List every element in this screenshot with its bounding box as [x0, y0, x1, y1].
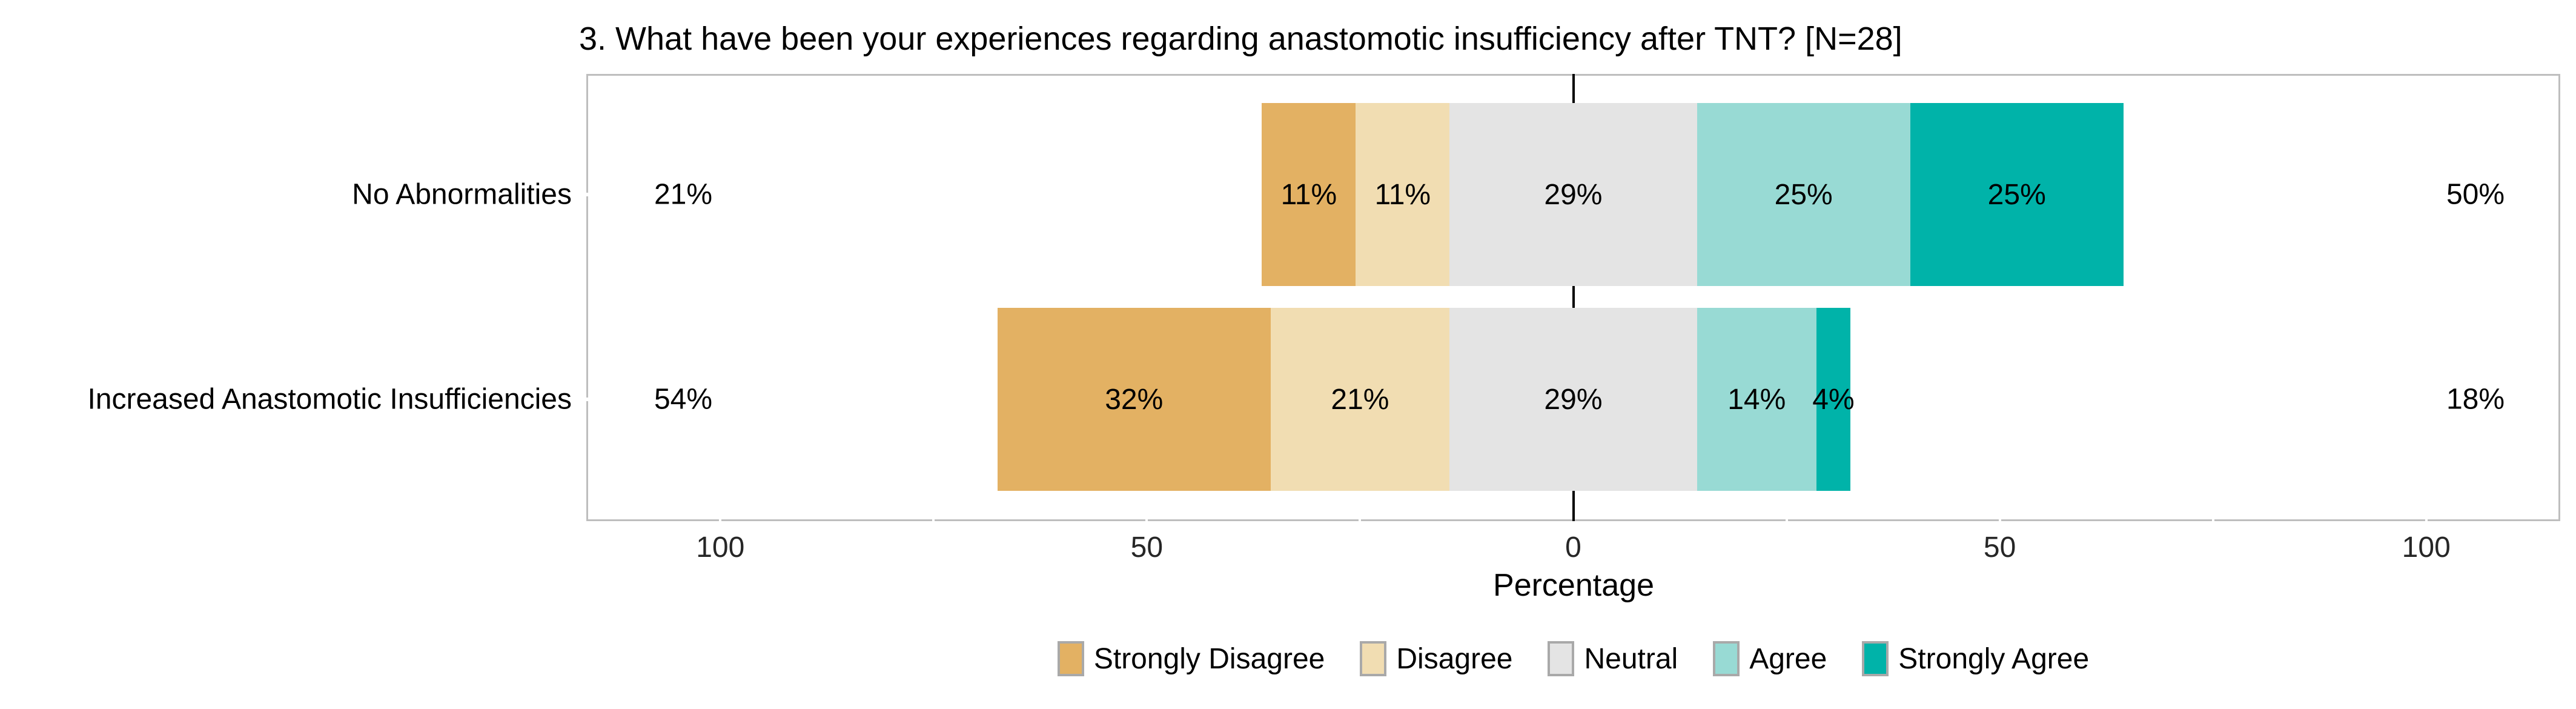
legend-item-strongly-disagree: Strongly Disagree [1057, 641, 1325, 676]
zero-reference-line [1572, 74, 1575, 521]
x-tick-label: 50 [1130, 531, 1164, 564]
bar-segment-label: 14% [1727, 383, 1786, 416]
x-axis-tick-notch [2425, 518, 2428, 521]
bar-segment-strongly-disagree: 32% [997, 308, 1271, 491]
x-axis-title: Percentage [1493, 568, 1654, 603]
legend-item-label: Strongly Agree [1898, 642, 2090, 675]
x-axis-tick-notch [1359, 518, 1362, 521]
legend-item-label: Disagree [1396, 642, 1513, 675]
y-axis-tick-notch [586, 193, 588, 196]
x-axis-tick-notch [2211, 518, 2214, 521]
total-label-left: 54% [654, 383, 713, 416]
x-axis-tick-notch [719, 518, 722, 521]
legend-item-agree: Agree [1713, 641, 1827, 676]
bar-segment-strongly-agree: 25% [1910, 103, 2124, 286]
x-tick-label: 50 [1983, 531, 2016, 564]
legend-key-swatch [1360, 641, 1387, 676]
total-label-right: 50% [2446, 178, 2505, 211]
bar-segment-disagree: 11% [1356, 103, 1450, 286]
bar-segment-agree: 25% [1697, 103, 1910, 286]
bar-segment-label: 32% [1105, 383, 1164, 416]
x-tick-label: 100 [696, 531, 745, 564]
chart-title: 3. What have been your experiences regar… [579, 21, 1902, 57]
y-axis-tick-notch [586, 398, 588, 401]
bar-segment-label: 25% [1987, 178, 2046, 211]
x-axis-tick-notch [1998, 518, 2001, 521]
bar-segment-strongly-agree: 4% [1812, 308, 1855, 491]
legend-item-neutral: Neutral [1548, 641, 1678, 676]
x-axis-tick-notch [932, 518, 935, 521]
plot-panel: 11% 11% 29% 25% 25% 32% 21% 29% 14% 4% [586, 74, 2560, 521]
legend-item-label: Strongly Disagree [1093, 642, 1325, 675]
bar-segment-label: 4% [1812, 383, 1855, 416]
category-label: No Abnormalities [352, 178, 572, 211]
total-label-left: 21% [654, 178, 713, 211]
legend-key-swatch [1862, 641, 1889, 676]
x-axis-tick-notch [1145, 518, 1148, 521]
bar-segment-neutral: 29% [1449, 103, 1697, 286]
bar-segment-label: 29% [1544, 178, 1603, 211]
legend-item-disagree: Disagree [1360, 641, 1512, 676]
bar-row: 11% 11% 29% 25% 25% [1262, 103, 2124, 286]
bar-segment-label: 29% [1544, 383, 1603, 416]
bar-segment-label: 21% [1331, 383, 1389, 416]
legend-item-label: Neutral [1584, 642, 1678, 675]
legend-item-strongly-agree: Strongly Agree [1862, 641, 2089, 676]
bar-segment-label: 11% [1280, 178, 1337, 211]
category-label: Increased Anastomotic Insufficiencies [87, 383, 572, 416]
bar-segment-strongly-disagree: 11% [1262, 103, 1356, 286]
x-tick-label: 0 [1565, 531, 1581, 564]
bar-segment-agree: 14% [1697, 308, 1816, 491]
bar-segment-neutral: 29% [1449, 308, 1697, 491]
bar-segment-disagree: 21% [1270, 308, 1450, 491]
legend: Strongly Disagree Disagree Neutral Agree Str… [586, 641, 2560, 676]
total-label-right: 18% [2446, 383, 2505, 416]
bar-row: 32% 21% 29% 14% 4% [997, 308, 1855, 491]
legend-key-swatch [1548, 641, 1575, 676]
bar-segment-label: 11% [1374, 178, 1431, 211]
x-tick-label: 100 [2402, 531, 2451, 564]
legend-key-swatch [1057, 641, 1084, 676]
bar-segment-label: 25% [1774, 178, 1833, 211]
x-axis-tick-notch [1785, 518, 1788, 521]
legend-item-label: Agree [1749, 642, 1827, 675]
legend-key-swatch [1713, 641, 1740, 676]
